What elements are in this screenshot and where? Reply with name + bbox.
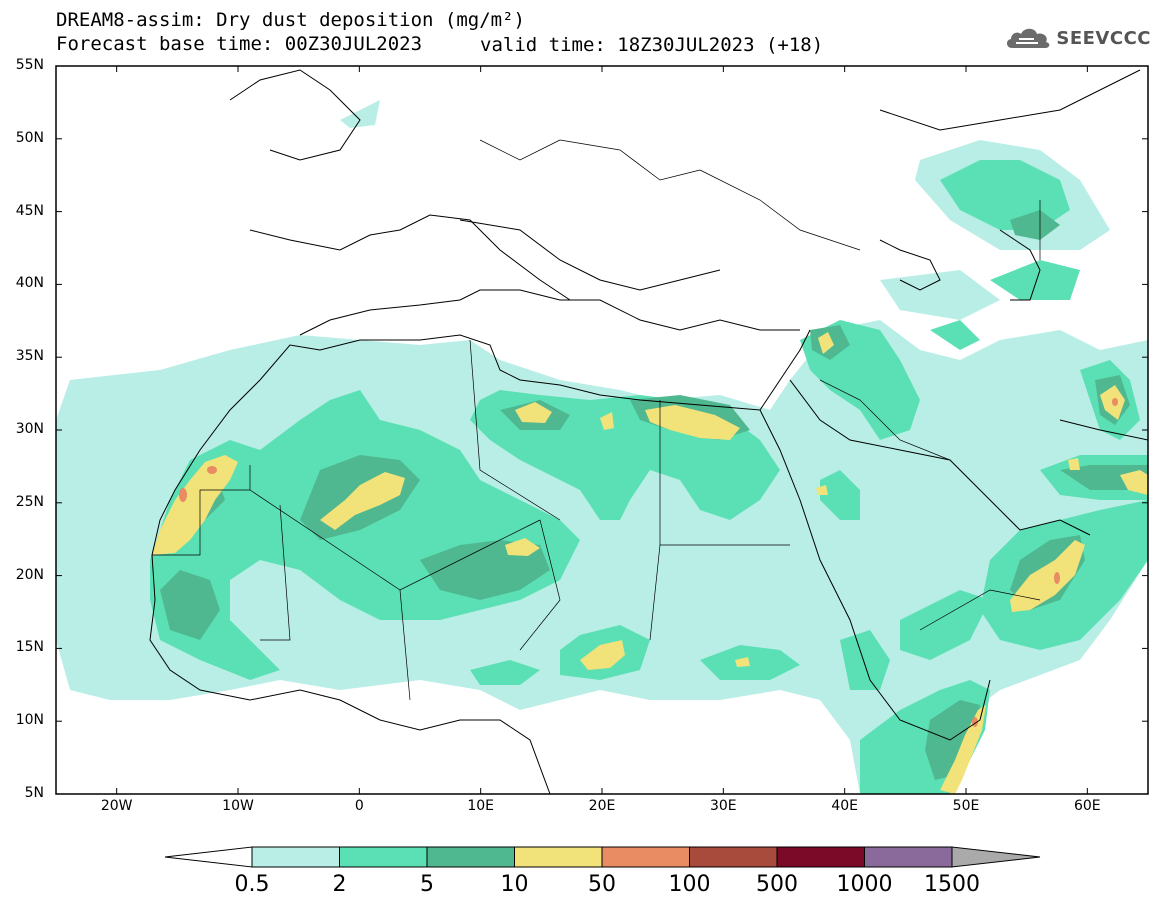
colorbar-level-label: 500 [756, 872, 798, 897]
lon-label: 20E [588, 798, 616, 814]
deposition-field [56, 100, 1148, 794]
lat-label: 10N [15, 712, 44, 729]
lat-label: 50N [15, 129, 44, 146]
colorbar [164, 846, 1041, 868]
colorbar-level-label: 1000 [836, 872, 893, 897]
lat-label: 15N [15, 639, 44, 656]
lon-label: 40E [831, 798, 858, 814]
lon-label: 20W [100, 798, 133, 814]
lat-label: 20N [15, 566, 44, 583]
lat-label: 25N [15, 493, 44, 510]
colorbar-level-label: 5 [420, 872, 434, 897]
colorbar-level-label: 1500 [924, 872, 980, 897]
seevccc-logo: SEEVCCC [1004, 24, 1151, 52]
lon-label: 50E [952, 798, 980, 814]
colorbar-swatch [864, 846, 953, 868]
map-title: DREAM8-assim: Dry dust deposition (mg/m²… [56, 9, 525, 31]
colorbar-level-label: 50 [588, 872, 616, 897]
colorbar-swatch [426, 846, 515, 868]
colorbar-swatch [514, 846, 603, 868]
lon-label: 10W [222, 798, 254, 814]
colorbar-swatch [689, 846, 778, 868]
valid-time: valid time: 18Z30JUL2023 (+18) [480, 34, 824, 56]
coastlines [149, 69, 1148, 794]
logo-text: SEEVCCC [1056, 27, 1151, 49]
colorbar-swatch [251, 846, 340, 868]
lon-label: 10E [467, 798, 494, 814]
axis-ticks [56, 65, 1148, 795]
lat-label: 5N [24, 785, 44, 801]
lat-label: 40N [15, 275, 44, 292]
colorbar-level-label: 2 [332, 872, 347, 897]
colorbar-level-label: 0.5 [234, 872, 270, 897]
cloud-icon [1007, 28, 1050, 48]
colorbar-low-extension [164, 846, 253, 868]
lat-label: 55N [15, 57, 44, 73]
lon-label: 0 [354, 798, 364, 814]
lat-label: 35N [15, 348, 44, 365]
forecast-base-time: Forecast base time: 00Z30JUL2023 [56, 33, 423, 55]
lon-label: 30E [709, 798, 737, 814]
colorbar-level-label: 100 [668, 872, 711, 897]
colorbar-swatch [776, 846, 865, 868]
lat-label: 45N [15, 202, 44, 219]
country-borders [152, 139, 1041, 701]
colorbar-high-extension [951, 846, 1041, 868]
colorbar-swatch [601, 846, 690, 868]
colorbar-level-label: 10 [500, 872, 529, 897]
colorbar-swatch [339, 846, 428, 868]
lon-label: 60E [1073, 798, 1101, 814]
lat-label: 30N [15, 421, 44, 437]
